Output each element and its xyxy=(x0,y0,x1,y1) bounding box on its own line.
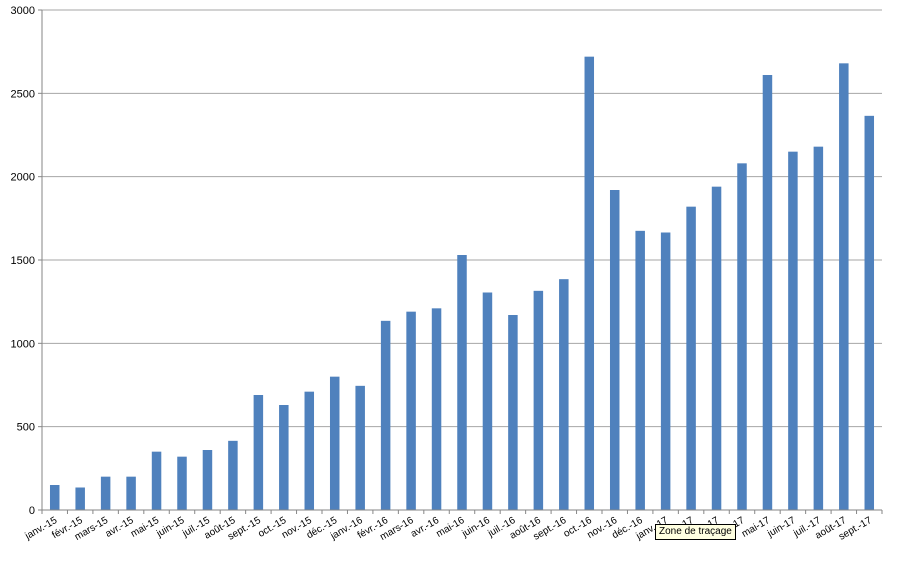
bar xyxy=(202,450,213,510)
x-tick-label: avr.-15 xyxy=(104,515,136,540)
x-tick-label: juin-17 xyxy=(765,515,798,540)
y-tick-label: 1500 xyxy=(11,255,35,267)
bar xyxy=(584,56,595,511)
bar xyxy=(228,440,238,510)
bar xyxy=(406,311,416,510)
bar xyxy=(177,456,187,510)
x-tick-label: mai-15 xyxy=(129,515,161,540)
bar xyxy=(788,151,798,510)
y-tick-label: 500 xyxy=(17,422,35,434)
bar xyxy=(253,395,264,510)
bar xyxy=(329,376,340,510)
x-tick-label: juin-15 xyxy=(154,515,187,540)
bar xyxy=(304,391,315,510)
x-tick-label: mai-17 xyxy=(740,515,772,540)
bar xyxy=(380,320,391,510)
y-tick-label: 1000 xyxy=(11,338,35,350)
y-tick-label: 2500 xyxy=(11,88,35,100)
x-tick-label: juin-16 xyxy=(460,515,493,540)
bar xyxy=(660,232,671,510)
bar xyxy=(279,405,289,510)
y-tick-label: 3000 xyxy=(11,5,35,17)
y-tick-label: 0 xyxy=(29,505,35,517)
bar xyxy=(49,485,60,510)
bar xyxy=(508,315,518,510)
bar xyxy=(75,487,85,510)
bar xyxy=(864,115,875,510)
bar xyxy=(457,255,467,510)
y-tick-label: 2000 xyxy=(11,172,35,184)
bar xyxy=(711,186,722,510)
axes xyxy=(38,9,883,514)
bar xyxy=(100,476,111,510)
bar xyxy=(151,451,162,510)
bar xyxy=(126,476,136,510)
bar xyxy=(482,292,493,510)
x-tick-labels: janv.-15févr.-15mars-15avr.-15mai-15juin… xyxy=(23,515,874,543)
bar xyxy=(533,290,544,510)
bars xyxy=(49,56,875,511)
bar xyxy=(686,206,696,510)
x-tick-label: mai-16 xyxy=(435,515,467,540)
y-tick-labels: 0 500 1000 1500 2000 2500 3000 xyxy=(11,5,35,517)
bar xyxy=(813,146,824,510)
bar xyxy=(762,75,773,510)
bar xyxy=(431,308,442,510)
plot-area-tooltip: Zone de traçage xyxy=(655,524,736,540)
bar xyxy=(635,230,645,511)
bar xyxy=(609,190,620,510)
bar xyxy=(839,63,849,510)
bar xyxy=(355,385,365,510)
bar xyxy=(737,163,747,511)
x-tick-label: avr.-16 xyxy=(409,515,441,540)
bar xyxy=(559,279,569,510)
